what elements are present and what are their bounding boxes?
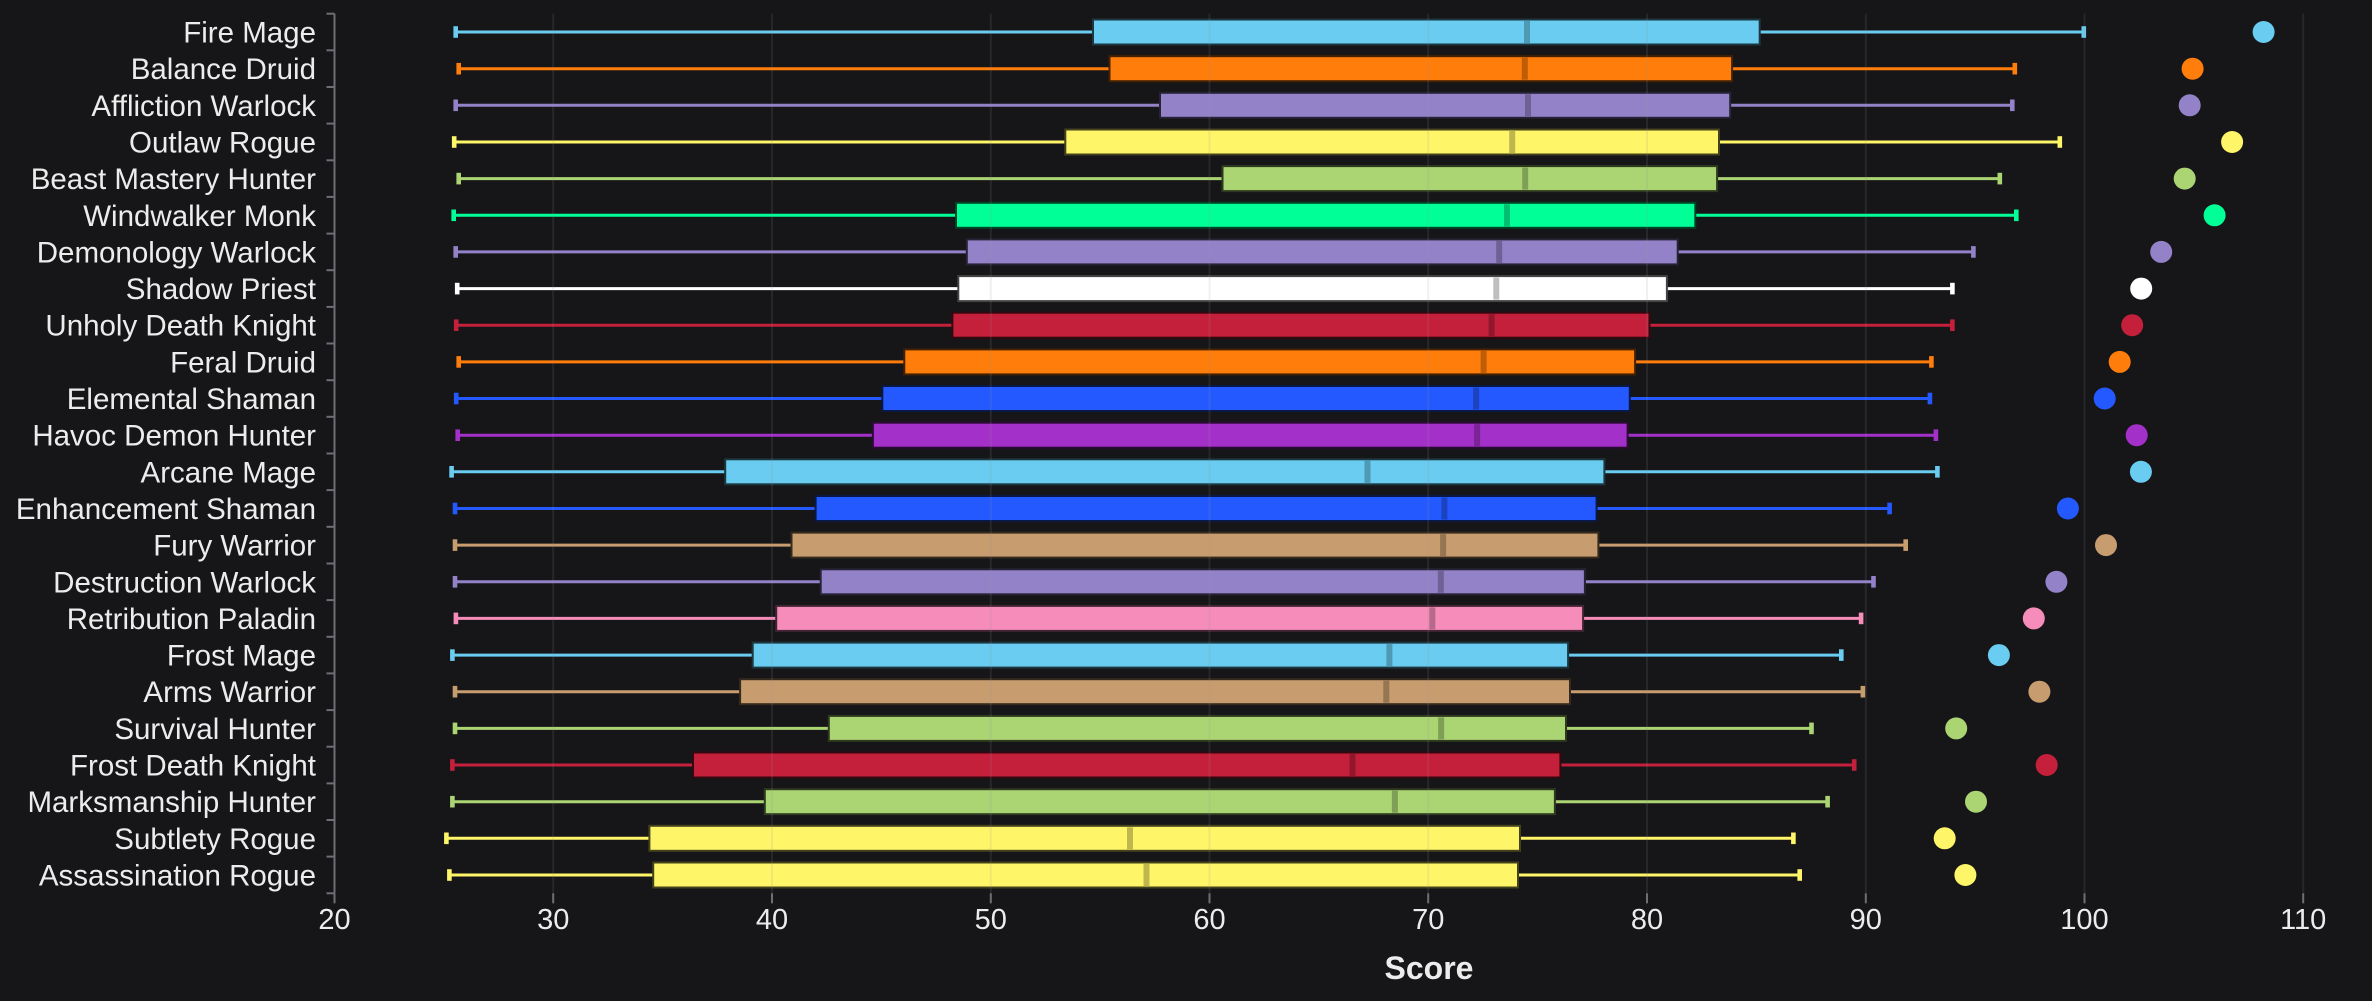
svg-text:30: 30: [537, 904, 569, 936]
svg-text:Assassination Rogue: Assassination Rogue: [39, 860, 316, 893]
svg-text:Unholy Death Knight: Unholy Death Knight: [45, 310, 316, 343]
svg-text:Arms Warrior: Arms Warrior: [143, 676, 316, 709]
svg-text:Subtlety Rogue: Subtlety Rogue: [114, 823, 316, 856]
svg-text:70: 70: [1412, 904, 1444, 936]
svg-text:Fury Warrior: Fury Warrior: [153, 530, 316, 563]
svg-text:20: 20: [318, 904, 350, 936]
svg-text:Shadow Priest: Shadow Priest: [126, 273, 316, 306]
svg-text:50: 50: [975, 904, 1007, 936]
svg-text:Score: Score: [1385, 950, 1474, 986]
svg-text:Beast Mastery Hunter: Beast Mastery Hunter: [31, 163, 316, 196]
svg-text:Marksmanship Hunter: Marksmanship Hunter: [27, 786, 316, 819]
svg-text:Windwalker Monk: Windwalker Monk: [83, 200, 316, 233]
svg-text:Fire Mage: Fire Mage: [183, 17, 316, 50]
svg-text:90: 90: [1850, 904, 1882, 936]
svg-text:Arcane Mage: Arcane Mage: [141, 456, 316, 489]
svg-text:Retribution Paladin: Retribution Paladin: [67, 603, 316, 636]
svg-text:Demonology Warlock: Demonology Warlock: [37, 236, 317, 269]
svg-text:60: 60: [1193, 904, 1225, 936]
svg-text:Elemental Shaman: Elemental Shaman: [67, 383, 316, 416]
svg-text:Feral Druid: Feral Druid: [170, 346, 316, 379]
svg-text:Frost Death Knight: Frost Death Knight: [70, 750, 316, 783]
svg-text:Frost Mage: Frost Mage: [167, 640, 316, 673]
svg-text:Havoc Demon Hunter: Havoc Demon Hunter: [32, 420, 316, 453]
svg-text:Outlaw Rogue: Outlaw Rogue: [129, 127, 316, 160]
svg-text:Destruction Warlock: Destruction Warlock: [53, 566, 316, 599]
svg-text:100: 100: [2060, 904, 2108, 936]
svg-text:80: 80: [1631, 904, 1663, 936]
svg-text:40: 40: [756, 904, 788, 936]
svg-text:Survival Hunter: Survival Hunter: [114, 713, 316, 746]
svg-text:110: 110: [2280, 904, 2326, 936]
svg-text:Enhancement Shaman: Enhancement Shaman: [16, 493, 316, 526]
svg-text:Affliction Warlock: Affliction Warlock: [91, 90, 316, 123]
svg-text:Balance Druid: Balance Druid: [131, 53, 316, 86]
